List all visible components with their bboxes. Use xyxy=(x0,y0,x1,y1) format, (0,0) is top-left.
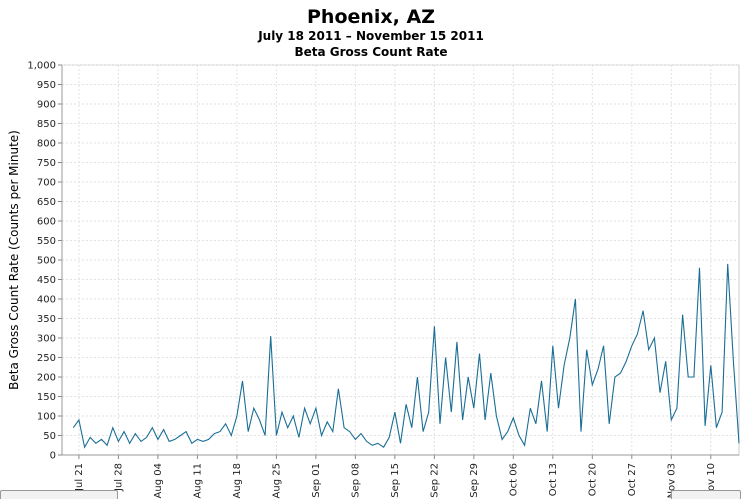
x-tick-label: Jul 21 xyxy=(74,463,85,492)
y-tick-label: 50 xyxy=(43,431,56,442)
y-axis: 0 50 100 150 200 250 300 350 400 450 500 550 600 650 7… xyxy=(27,61,63,462)
y-tick-label: 950 xyxy=(37,80,56,91)
x-tick-label: Aug 04 xyxy=(153,463,164,498)
x-tick-label: Sep 01 xyxy=(311,463,322,498)
y-tick-label: 450 xyxy=(37,275,56,286)
y-tick-label: 750 xyxy=(37,158,56,169)
y-tick-label: 0 xyxy=(50,451,56,462)
x-tick-label: Aug 18 xyxy=(232,463,243,498)
y-tick-label: 250 xyxy=(37,353,56,364)
x-tick-label: Aug 11 xyxy=(192,463,203,498)
x-tick-label: Aug 25 xyxy=(271,463,282,498)
x-tick-label: Sep 29 xyxy=(469,463,480,498)
y-tick-label: 700 xyxy=(37,178,56,189)
y-tick-label: 900 xyxy=(37,100,56,111)
chart-subtitle-measure: Beta Gross Count Rate xyxy=(294,45,448,59)
series-line xyxy=(72,263,740,449)
x-tick-label: Sep 08 xyxy=(350,463,361,498)
y-tick-label: 1,000 xyxy=(27,61,56,72)
y-tick-label: 200 xyxy=(37,373,56,384)
y-tick-label: 350 xyxy=(37,314,56,325)
x-tick-label: Oct 27 xyxy=(627,463,638,496)
x-tick-label: Oct 06 xyxy=(508,463,519,496)
x-tick-label: Nov 03 xyxy=(666,463,677,498)
x-axis: Jul 21 Jul 28 Aug 04 Aug 11 Aug 18 Aug 25 Sep … xyxy=(62,454,739,498)
y-tick-label: 800 xyxy=(37,139,56,150)
y-tick-label: 300 xyxy=(37,334,56,345)
x-tick-label: Oct 20 xyxy=(587,463,598,496)
y-tick-label: 600 xyxy=(37,217,56,228)
y-tick-label: 650 xyxy=(37,197,56,208)
x-tick-label: Oct 13 xyxy=(548,463,559,496)
chart-subtitle-dates: July 18 2011 – November 15 2011 xyxy=(258,29,484,43)
y-tick-label: 400 xyxy=(37,295,56,306)
scroll-left-button[interactable] xyxy=(0,490,118,499)
x-tick-label: Sep 15 xyxy=(390,463,401,498)
x-tick-label: Nov 10 xyxy=(706,463,717,498)
gridlines xyxy=(62,64,739,455)
y-axis-label: Beta Gross Count Rate (Counts per Minute… xyxy=(7,130,21,390)
y-tick-label: 500 xyxy=(37,256,56,267)
y-tick-label: 850 xyxy=(37,119,56,130)
y-tick-label: 100 xyxy=(37,412,56,423)
scroll-right-button[interactable] xyxy=(671,490,741,499)
y-tick-label: 550 xyxy=(37,236,56,247)
y-tick-label: 150 xyxy=(37,392,56,403)
x-tick-label: Jul 28 xyxy=(113,463,124,492)
x-tick-label: Sep 22 xyxy=(429,463,440,498)
chart-title: Phoenix, AZ xyxy=(307,6,435,28)
